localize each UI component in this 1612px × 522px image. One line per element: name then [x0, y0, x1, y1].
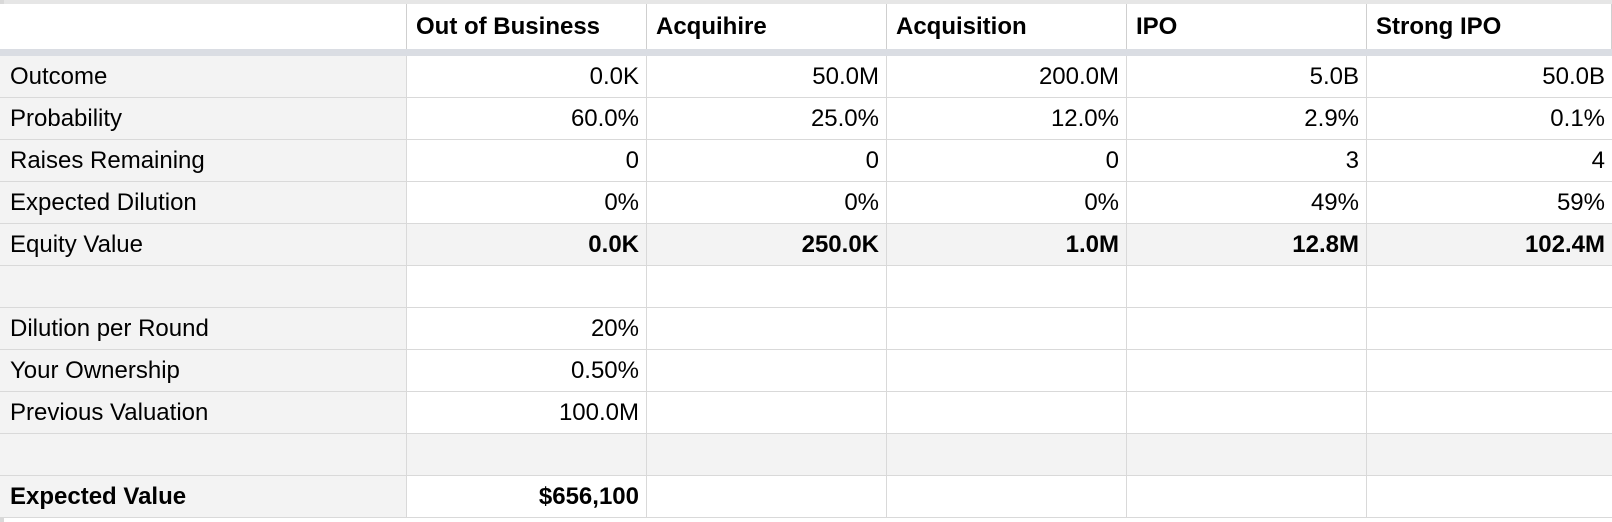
spacer-cell[interactable]	[1127, 434, 1367, 476]
header-cell-acquisition[interactable]: Acquisition	[887, 4, 1127, 49]
row-label-expected-value[interactable]: Expected Value	[0, 476, 407, 518]
header-cell-strong-ipo[interactable]: Strong IPO	[1367, 4, 1612, 49]
row-label-your-ownership[interactable]: Your Ownership	[0, 350, 407, 392]
header-row: Out of Business Acquihire Acquisition IP…	[0, 4, 1612, 49]
spacer-cell[interactable]	[1367, 434, 1612, 476]
spacer-cell[interactable]	[407, 434, 647, 476]
cell-raises-out-of-business[interactable]: 0	[407, 140, 647, 182]
cell-equity-out-of-business[interactable]: 0.0K	[407, 224, 647, 266]
empty-cell[interactable]	[1367, 308, 1612, 350]
cell-outcome-acquihire[interactable]: 50.0M	[647, 56, 887, 98]
header-cell-ipo[interactable]: IPO	[1127, 4, 1367, 49]
empty-cell[interactable]	[647, 476, 887, 518]
table-row-your-ownership: Your Ownership 0.50%	[0, 350, 1612, 392]
cell-probability-acquihire[interactable]: 25.0%	[647, 98, 887, 140]
cell-outcome-ipo[interactable]: 5.0B	[1127, 56, 1367, 98]
empty-cell[interactable]	[1127, 476, 1367, 518]
spacer-cell[interactable]	[887, 434, 1127, 476]
row-label-raises-remaining[interactable]: Raises Remaining	[0, 140, 407, 182]
cell-equity-ipo[interactable]: 12.8M	[1127, 224, 1367, 266]
empty-cell[interactable]	[647, 266, 887, 308]
cell-equity-acquihire[interactable]: 250.0K	[647, 224, 887, 266]
header-corner-cell[interactable]	[0, 4, 407, 49]
row-label-outcome[interactable]: Outcome	[0, 56, 407, 98]
empty-cell[interactable]	[1367, 350, 1612, 392]
cell-probability-out-of-business[interactable]: 60.0%	[407, 98, 647, 140]
cell-dilution-strong-ipo[interactable]: 59%	[1367, 182, 1612, 224]
empty-cell[interactable]	[1367, 392, 1612, 434]
table-row-equity-value: Equity Value 0.0K 250.0K 1.0M 12.8M 102.…	[0, 224, 1612, 266]
cell-outcome-acquisition[interactable]: 200.0M	[887, 56, 1127, 98]
empty-cell[interactable]	[887, 476, 1127, 518]
empty-cell[interactable]	[647, 308, 887, 350]
row-label-previous-valuation[interactable]: Previous Valuation	[0, 392, 407, 434]
empty-cell[interactable]	[1367, 266, 1612, 308]
table-row-outcome: Outcome 0.0K 50.0M 200.0M 5.0B 50.0B	[0, 56, 1612, 98]
table-row-spacer	[0, 434, 1612, 476]
frozen-row-divider[interactable]	[0, 49, 1612, 56]
input-dilution-per-round[interactable]: 20%	[407, 308, 647, 350]
cell-raises-ipo[interactable]: 3	[1127, 140, 1367, 182]
header-cell-acquihire[interactable]: Acquihire	[647, 4, 887, 49]
row-label-expected-dilution[interactable]: Expected Dilution	[0, 182, 407, 224]
cell-raises-acquihire[interactable]: 0	[647, 140, 887, 182]
table-row-raises-remaining: Raises Remaining 0 0 0 3 4	[0, 140, 1612, 182]
cell-raises-strong-ipo[interactable]: 4	[1367, 140, 1612, 182]
spacer-cell[interactable]	[647, 434, 887, 476]
cell-probability-ipo[interactable]: 2.9%	[1127, 98, 1367, 140]
empty-cell[interactable]	[647, 392, 887, 434]
cell-raises-acquisition[interactable]: 0	[887, 140, 1127, 182]
row-label-dilution-per-round[interactable]: Dilution per Round	[0, 308, 407, 350]
cell-dilution-ipo[interactable]: 49%	[1127, 182, 1367, 224]
spacer-label-cell[interactable]	[0, 434, 407, 476]
empty-label-cell[interactable]	[0, 266, 407, 308]
empty-cell[interactable]	[1127, 308, 1367, 350]
cell-probability-acquisition[interactable]: 12.0%	[887, 98, 1127, 140]
empty-cell[interactable]	[887, 392, 1127, 434]
empty-cell[interactable]	[1127, 266, 1367, 308]
table-row-empty	[0, 266, 1612, 308]
input-previous-valuation[interactable]: 100.0M	[407, 392, 647, 434]
empty-cell[interactable]	[1127, 392, 1367, 434]
cell-equity-acquisition[interactable]: 1.0M	[887, 224, 1127, 266]
cell-outcome-strong-ipo[interactable]: 50.0B	[1367, 56, 1612, 98]
empty-cell[interactable]	[1367, 476, 1612, 518]
table-row-previous-valuation: Previous Valuation 100.0M	[0, 392, 1612, 434]
column-header-edge	[0, 0, 1612, 4]
cell-equity-strong-ipo[interactable]: 102.4M	[1367, 224, 1612, 266]
empty-cell[interactable]	[1127, 350, 1367, 392]
header-cell-out-of-business[interactable]: Out of Business	[407, 4, 647, 49]
result-expected-value[interactable]: $656,100	[407, 476, 647, 518]
cell-dilution-acquisition[interactable]: 0%	[887, 182, 1127, 224]
table-row-dilution-per-round: Dilution per Round 20%	[0, 308, 1612, 350]
row-label-probability[interactable]: Probability	[0, 98, 407, 140]
empty-cell[interactable]	[887, 350, 1127, 392]
table-row-expected-value: Expected Value $656,100	[0, 476, 1612, 518]
cell-dilution-out-of-business[interactable]: 0%	[407, 182, 647, 224]
table-row-expected-dilution: Expected Dilution 0% 0% 0% 49% 59%	[0, 182, 1612, 224]
empty-cell[interactable]	[887, 266, 1127, 308]
empty-cell[interactable]	[887, 308, 1127, 350]
empty-cell[interactable]	[647, 350, 887, 392]
cell-outcome-out-of-business[interactable]: 0.0K	[407, 56, 647, 98]
row-label-equity-value[interactable]: Equity Value	[0, 224, 407, 266]
input-your-ownership[interactable]: 0.50%	[407, 350, 647, 392]
cell-probability-strong-ipo[interactable]: 0.1%	[1367, 98, 1612, 140]
cell-dilution-acquihire[interactable]: 0%	[647, 182, 887, 224]
table-row-probability: Probability 60.0% 25.0% 12.0% 2.9% 0.1%	[0, 98, 1612, 140]
empty-cell[interactable]	[407, 266, 647, 308]
